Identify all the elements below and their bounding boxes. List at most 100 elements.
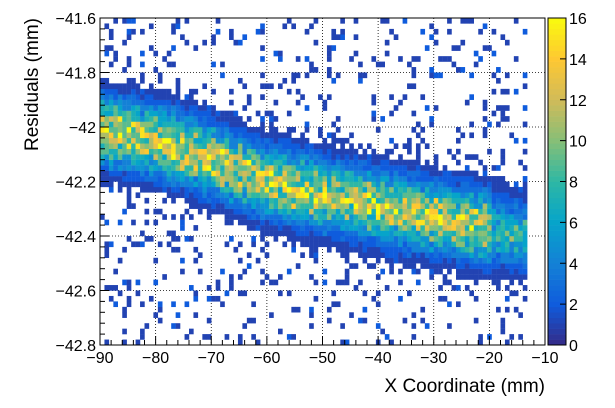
histogram-bin (358, 154, 363, 160)
histogram-bin (144, 132, 150, 139)
histogram-bin (233, 154, 239, 160)
histogram-bin (496, 246, 501, 253)
histogram-bin (487, 203, 492, 209)
histogram-bin (513, 219, 519, 226)
histogram-bin (504, 285, 510, 291)
histogram-bin (104, 181, 110, 188)
histogram-bin (300, 154, 305, 160)
x-tick-label: −10 (531, 350, 558, 367)
histogram-bin (273, 219, 279, 226)
histogram-bin (367, 186, 372, 193)
histogram-bin (282, 208, 288, 215)
histogram-bin (171, 99, 176, 106)
histogram-bin (407, 252, 412, 258)
histogram-bin (322, 230, 328, 237)
histogram-bin (117, 170, 123, 177)
y-axis: −42.8−42.6−42.4−42.2−42−41.8−41.6 (56, 11, 109, 355)
colorbar-swatch (548, 99, 566, 106)
histogram-bin (389, 208, 394, 215)
histogram-bin (415, 268, 421, 275)
histogram-bin (282, 159, 288, 166)
histogram-bin (362, 159, 368, 166)
histogram-bin (318, 159, 323, 166)
histogram-bin (251, 143, 256, 149)
histogram-bin (237, 192, 243, 199)
histogram-bin (473, 50, 479, 57)
histogram-bin (162, 159, 167, 166)
histogram-bin (331, 208, 337, 215)
histogram-bin (108, 88, 114, 95)
histogram-bin (264, 159, 270, 166)
histogram-bin (447, 181, 452, 188)
histogram-bin (353, 192, 359, 199)
histogram-bin (184, 334, 190, 340)
histogram-bin (362, 306, 368, 313)
y-tick-label: −42.8 (56, 338, 97, 355)
histogram-bin (384, 148, 390, 155)
histogram-bin (522, 241, 528, 248)
histogram-bin (113, 176, 118, 182)
histogram-bin (371, 192, 377, 199)
histogram-bin (353, 230, 359, 237)
histogram-bin (264, 181, 270, 188)
histogram-bin (375, 241, 381, 248)
histogram-bin (246, 127, 252, 133)
histogram-bin (282, 186, 288, 193)
histogram-bin (318, 170, 323, 177)
histogram-bin (166, 170, 172, 177)
histogram-bin (398, 279, 403, 286)
histogram-bin (140, 241, 145, 248)
histogram-bin (246, 252, 252, 258)
histogram-bin (278, 192, 283, 199)
histogram-bin (153, 143, 159, 149)
histogram-bin (447, 56, 452, 62)
histogram-bin (482, 176, 488, 182)
histogram-bin (438, 203, 443, 209)
histogram-bin (415, 257, 421, 264)
histogram-bin (291, 197, 296, 204)
histogram-bin (269, 148, 274, 155)
histogram-bin (349, 263, 354, 269)
histogram-bin (322, 159, 328, 166)
histogram-bin (278, 159, 283, 166)
histogram-bin (108, 295, 114, 302)
histogram-bin (157, 186, 163, 193)
histogram-bin (491, 165, 497, 171)
histogram-bin (393, 219, 399, 226)
histogram-bin (237, 208, 243, 215)
histogram-bin (171, 197, 176, 204)
histogram-bin (273, 181, 279, 188)
histogram-bin (473, 203, 479, 209)
histogram-bin (504, 257, 510, 264)
histogram-bin (211, 197, 216, 204)
histogram-bin (304, 230, 310, 237)
histogram-bin (206, 176, 212, 182)
histogram-bin (326, 143, 332, 149)
histogram-bin (411, 203, 417, 209)
histogram-bin (108, 170, 114, 177)
histogram-bin (344, 241, 350, 248)
histogram-bin (180, 186, 185, 193)
histogram-bin (407, 203, 412, 209)
colorbar-swatch (548, 192, 566, 199)
histogram-bin (367, 246, 372, 253)
histogram-bin (367, 165, 372, 171)
histogram-bin (300, 203, 305, 209)
histogram-bin (487, 208, 492, 215)
histogram-bin (282, 137, 288, 144)
histogram-bin (175, 110, 181, 117)
histogram-bin (478, 28, 483, 35)
histogram-bin (318, 208, 323, 215)
histogram-bin (229, 176, 234, 182)
histogram-bin (304, 105, 310, 111)
histogram-bin (429, 225, 434, 231)
histogram-bin (389, 225, 394, 231)
histogram-bin (367, 225, 372, 231)
histogram-bin (411, 230, 417, 237)
histogram-bin (447, 28, 452, 35)
colorbar-swatch (548, 186, 566, 193)
histogram-bin (175, 116, 181, 122)
histogram-bin (184, 181, 190, 188)
histogram-bin (407, 214, 412, 220)
histogram-bin (464, 181, 470, 188)
